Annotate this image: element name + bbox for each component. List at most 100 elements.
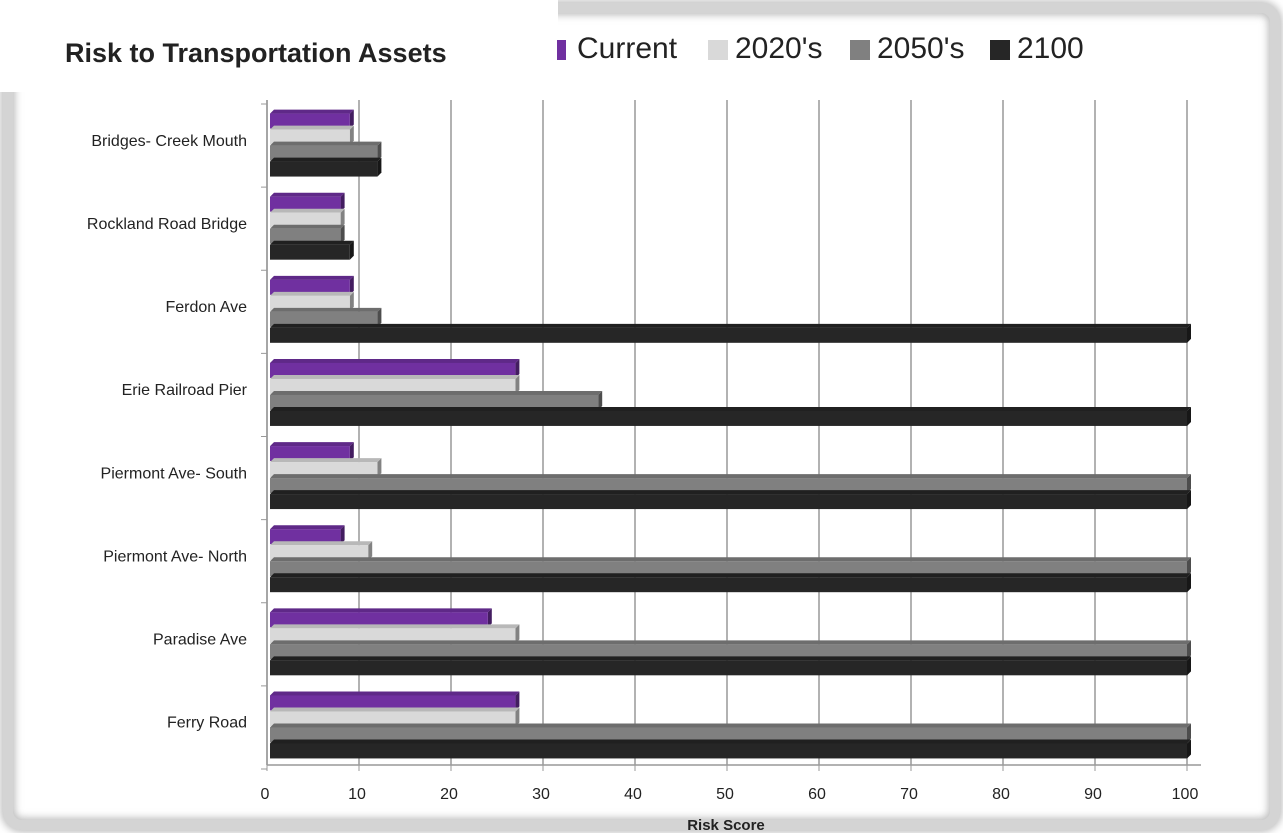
bar-side bbox=[515, 691, 520, 711]
x-tick-label: 10 bbox=[348, 786, 366, 803]
bar bbox=[270, 113, 350, 129]
legend-swatch bbox=[990, 40, 1010, 60]
bar bbox=[270, 711, 516, 727]
bar-top bbox=[270, 624, 520, 629]
bar bbox=[270, 129, 350, 145]
legend-swatch bbox=[708, 40, 728, 60]
bar-top bbox=[270, 192, 345, 197]
bar bbox=[270, 628, 516, 644]
bar-top bbox=[270, 291, 354, 296]
bar-top bbox=[270, 374, 520, 379]
bar-top bbox=[270, 406, 1191, 411]
bar bbox=[270, 145, 378, 161]
bar-side bbox=[1187, 723, 1191, 743]
bar-side bbox=[349, 442, 354, 462]
bar-side bbox=[1187, 406, 1191, 426]
y-tick-label: Rockland Road Bridge bbox=[87, 216, 247, 233]
bar-top bbox=[270, 208, 345, 213]
bar-top bbox=[270, 691, 520, 696]
bar-top bbox=[270, 157, 382, 162]
bar-top bbox=[270, 275, 354, 280]
bar bbox=[270, 660, 1187, 676]
bar bbox=[270, 644, 1187, 660]
bar-side bbox=[349, 109, 354, 129]
bar bbox=[270, 743, 1187, 759]
bar-side bbox=[349, 275, 354, 295]
bar-side bbox=[349, 291, 354, 311]
bar-top bbox=[270, 557, 1191, 562]
bar-side bbox=[1187, 323, 1191, 343]
x-tick-label: 100 bbox=[1172, 786, 1199, 803]
bar-side bbox=[1187, 739, 1191, 759]
bar-side bbox=[1187, 557, 1191, 577]
y-tick-label: Piermont Ave- South bbox=[101, 465, 247, 482]
y-tick-label: Ferdon Ave bbox=[165, 299, 247, 316]
title-box bbox=[0, 0, 558, 92]
bar bbox=[270, 394, 599, 410]
bar-side bbox=[349, 240, 354, 260]
chart-title: Risk to Transportation Assets bbox=[65, 38, 447, 68]
bar-side bbox=[340, 525, 345, 545]
bar-side bbox=[1187, 573, 1191, 593]
bar bbox=[270, 612, 488, 628]
bar bbox=[270, 378, 516, 394]
bar bbox=[270, 494, 1187, 510]
bar bbox=[270, 212, 341, 228]
bar-side bbox=[349, 125, 354, 145]
bar bbox=[270, 327, 1187, 343]
bar-top bbox=[270, 474, 1191, 479]
bar-top bbox=[270, 707, 520, 712]
bar-top bbox=[270, 490, 1191, 495]
bar bbox=[270, 727, 1187, 743]
bar-top bbox=[270, 541, 373, 546]
x-axis-title: Risk Score bbox=[687, 817, 765, 833]
legend-swatch bbox=[850, 40, 870, 60]
bar-side bbox=[598, 390, 603, 410]
y-tick-label: Piermont Ave- North bbox=[103, 548, 247, 565]
legend-label: 2050's bbox=[877, 32, 964, 65]
y-tick-label: Bridges- Creek Mouth bbox=[91, 133, 247, 150]
bar-top bbox=[270, 109, 354, 114]
bar bbox=[270, 362, 516, 378]
bar-top bbox=[270, 723, 1191, 728]
legend-label: 2020's bbox=[735, 32, 822, 65]
frame bbox=[3, 3, 1280, 830]
bar bbox=[270, 279, 350, 295]
bar-side bbox=[377, 307, 382, 327]
bar-top bbox=[270, 125, 354, 130]
bar-side bbox=[340, 224, 345, 244]
bar-top bbox=[270, 525, 345, 530]
bar bbox=[270, 311, 378, 327]
bar-side bbox=[340, 192, 345, 212]
bar-top bbox=[270, 307, 382, 312]
bar bbox=[270, 244, 350, 260]
bar-top bbox=[270, 640, 1191, 645]
bar bbox=[270, 161, 378, 177]
bar bbox=[270, 410, 1187, 426]
bar bbox=[270, 462, 378, 478]
bar bbox=[270, 561, 1187, 577]
bar bbox=[270, 478, 1187, 494]
bar bbox=[270, 446, 350, 462]
bar bbox=[270, 577, 1187, 593]
bar-top bbox=[270, 358, 520, 363]
bar-side bbox=[515, 707, 520, 727]
bar-top bbox=[270, 458, 382, 463]
x-tick-label: 50 bbox=[716, 786, 734, 803]
x-tick-label: 80 bbox=[992, 786, 1010, 803]
legend-swatch bbox=[557, 40, 566, 60]
legend-label: Current bbox=[577, 32, 678, 65]
x-tick-label: 90 bbox=[1084, 786, 1102, 803]
bar-side bbox=[515, 374, 520, 394]
bar-side bbox=[515, 624, 520, 644]
bar-side bbox=[368, 541, 373, 561]
bar bbox=[270, 228, 341, 244]
bar-side bbox=[515, 358, 520, 378]
bar bbox=[270, 529, 341, 545]
bar-side bbox=[377, 458, 382, 478]
bar-top bbox=[270, 739, 1191, 744]
bar-top bbox=[270, 224, 345, 229]
y-tick-label: Erie Railroad Pier bbox=[122, 382, 248, 399]
